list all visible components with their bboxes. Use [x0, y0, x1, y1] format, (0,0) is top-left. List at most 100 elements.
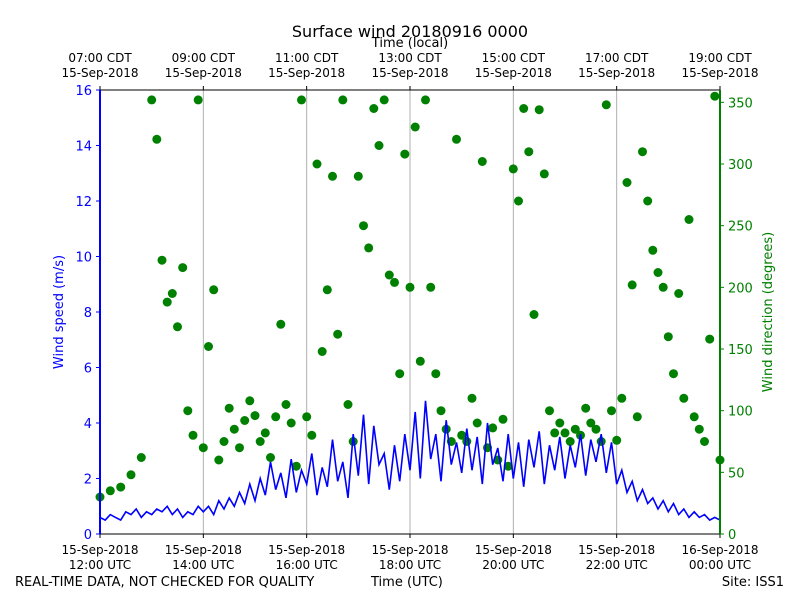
wind-direction-point — [632, 412, 642, 422]
top-tick-date: 15-Sep-2018 — [268, 66, 345, 80]
axes-ticks — [96, 86, 724, 538]
wind-direction-point — [374, 141, 384, 150]
top-tick-time: 07:00 CDT — [68, 51, 132, 65]
wind-direction-point — [684, 215, 694, 224]
wind-direction-point — [240, 416, 250, 425]
wind-direction-point — [700, 437, 709, 446]
wind-speed-line — [99, 400, 721, 522]
wind-direction-point — [307, 430, 317, 440]
wind-direction-point — [147, 95, 157, 105]
x-tick-date: 15-Sep-2018 — [268, 543, 345, 557]
wind-direction-point — [472, 418, 482, 428]
left-tick-label: 14 — [75, 140, 92, 155]
wind-direction-point — [105, 486, 115, 496]
wind-direction-point — [328, 171, 337, 181]
wind-direction-point — [694, 424, 704, 434]
top-tick-time: 11:00 CDT — [275, 51, 339, 65]
left-tick-label: 4 — [84, 417, 92, 432]
wind-direction-point — [317, 347, 327, 356]
wind-direction-point — [126, 470, 136, 480]
x-tick-date: 15-Sep-2018 — [61, 543, 138, 557]
wind-direction-point — [271, 412, 281, 422]
top-tick-date: 15-Sep-2018 — [475, 66, 552, 80]
wind-direction-point — [498, 414, 508, 424]
wind-direction-point — [255, 437, 265, 446]
left-tick-label: 12 — [75, 195, 92, 210]
left-tick-label: 0 — [84, 528, 92, 543]
wind-direction-point — [508, 164, 518, 174]
wind-direction-series — [95, 91, 725, 502]
wind-direction-point — [586, 418, 596, 428]
wind-direction-point — [219, 437, 229, 446]
right-tick-label: 0 — [728, 528, 736, 543]
wind-direction-point — [260, 428, 270, 438]
left-tick-label: 10 — [75, 251, 92, 266]
wind-direction-point — [565, 437, 575, 446]
wind-direction-point — [503, 461, 513, 471]
wind-direction-point — [648, 245, 658, 255]
wind-direction-point — [705, 334, 715, 344]
wind-direction-point — [674, 289, 684, 298]
wind-direction-point — [322, 285, 332, 295]
wind-direction-point — [534, 105, 544, 115]
wind-direction-point — [178, 263, 188, 273]
wind-direction-point — [669, 369, 678, 379]
right-axis-label: Wind direction (degrees) — [761, 232, 776, 392]
wind-direction-point — [514, 196, 523, 206]
wind-direction-point — [617, 393, 627, 403]
wind-direction-point — [116, 482, 126, 492]
wind-direction-point — [653, 268, 663, 277]
wind-direction-point — [457, 430, 467, 440]
wind-direction-point — [297, 95, 306, 105]
left-tick-label: 16 — [75, 84, 92, 99]
wind-direction-point — [395, 369, 405, 379]
wind-direction-point — [679, 393, 689, 403]
wind-direction-point — [452, 134, 461, 144]
wind-direction-point — [400, 149, 410, 159]
wind-direction-point — [638, 147, 647, 157]
x-tick-time: 12:00 UTC — [69, 558, 131, 572]
wind-direction-point — [643, 196, 653, 206]
wind-direction-point — [198, 443, 208, 453]
chart-title: Surface wind 20180916 0000 — [292, 22, 528, 41]
wind-direction-point — [627, 280, 637, 290]
top-tick-time: 19:00 CDT — [688, 51, 752, 65]
wind-direction-point — [384, 270, 394, 280]
x-tick-time: 18:00 UTC — [379, 558, 441, 572]
x-tick-date: 15-Sep-2018 — [371, 543, 448, 557]
wind-direction-point — [173, 322, 182, 332]
wind-speed-series — [99, 400, 721, 522]
wind-direction-point — [390, 277, 399, 287]
wind-direction-point — [312, 159, 322, 169]
wind-direction-point — [560, 428, 570, 438]
right-tick-label: 150 — [728, 343, 753, 358]
wind-direction-point — [235, 443, 244, 453]
x-tick-time: 00:00 UTC — [689, 558, 751, 572]
wind-direction-point — [710, 91, 720, 101]
wind-direction-point — [276, 319, 286, 329]
top-tick-date: 15-Sep-2018 — [371, 66, 448, 80]
right-tick-label: 300 — [728, 158, 753, 173]
top-tick-time: 09:00 CDT — [172, 51, 236, 65]
wind-direction-point — [302, 412, 312, 422]
wind-direction-point — [545, 406, 554, 416]
right-tick-label: 200 — [728, 281, 753, 296]
wind-direction-point — [426, 282, 436, 292]
wind-direction-point — [663, 332, 673, 342]
wind-direction-point — [224, 403, 234, 413]
wind-direction-point — [462, 437, 472, 446]
right-tick-label: 250 — [728, 220, 753, 235]
wind-direction-point — [136, 453, 146, 462]
left-tick-label: 2 — [84, 473, 92, 488]
wind-direction-point — [162, 297, 172, 307]
wind-direction-point — [369, 104, 379, 113]
wind-direction-point — [359, 221, 368, 231]
x-tick-date: 15-Sep-2018 — [578, 543, 655, 557]
top-tick-date: 15-Sep-2018 — [165, 66, 242, 80]
wind-direction-point — [214, 455, 224, 465]
wind-direction-point — [183, 406, 193, 416]
wind-direction-point — [524, 147, 534, 157]
x-tick-time: 20:00 UTC — [482, 558, 544, 572]
x-tick-time: 16:00 UTC — [276, 558, 338, 572]
wind-direction-point — [581, 403, 591, 413]
